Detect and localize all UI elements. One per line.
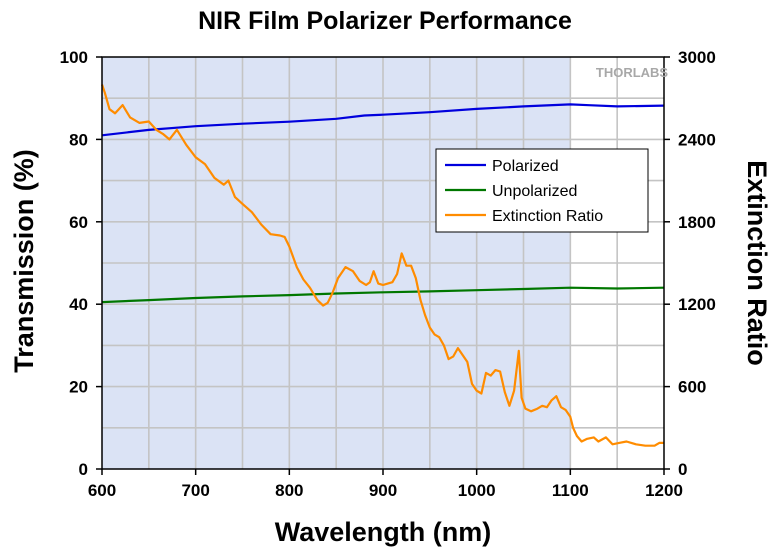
y2-tick-label: 600 <box>678 378 706 397</box>
x-tick-label: 700 <box>181 481 209 500</box>
watermark-logo: THORLABS <box>596 65 669 80</box>
x-tick-label: 800 <box>275 481 303 500</box>
y-tick-label: 40 <box>69 295 88 314</box>
y2-tick-label: 3000 <box>678 48 716 67</box>
x-tick-label: 1200 <box>645 481 683 500</box>
x-tick-label: 600 <box>88 481 116 500</box>
y-tick-label: 0 <box>79 460 88 479</box>
legend-box <box>435 148 649 233</box>
y-tick-label: 20 <box>69 378 88 397</box>
legend-label-unpolarized: Unpolarized <box>492 183 577 200</box>
x-tick-label: 1000 <box>458 481 496 500</box>
series-line-extinction-ratio <box>100 84 664 447</box>
y2-tick-label: 1200 <box>678 295 716 314</box>
plot-area <box>100 56 665 470</box>
series-line-polarized <box>101 103 665 137</box>
x-tick-label: 1100 <box>552 481 589 500</box>
legend-label-extinction-ratio: Extinction Ratio <box>492 208 603 225</box>
y-tick-label: 100 <box>60 48 88 67</box>
y-tick-label: 80 <box>69 130 88 149</box>
y2-tick-label: 0 <box>678 460 687 479</box>
series-line-unpolarized <box>101 286 665 304</box>
legend: Polarized Unpolarized Extinction Ratio <box>435 148 649 233</box>
legend-label-polarized: Polarized <box>492 158 559 175</box>
y-axis-title: Transmission (%) <box>9 149 39 373</box>
x-tick-label: 900 <box>369 481 397 500</box>
y2-axis-title: Extinction Ratio <box>742 160 772 366</box>
y2-tick-label: 1800 <box>678 213 716 232</box>
y-tick-label: 60 <box>69 213 88 232</box>
x-axis-title: Wavelength (nm) <box>275 517 492 547</box>
y2-tick-label: 2400 <box>678 130 716 149</box>
chart-title: NIR Film Polarizer Performance <box>198 7 572 35</box>
